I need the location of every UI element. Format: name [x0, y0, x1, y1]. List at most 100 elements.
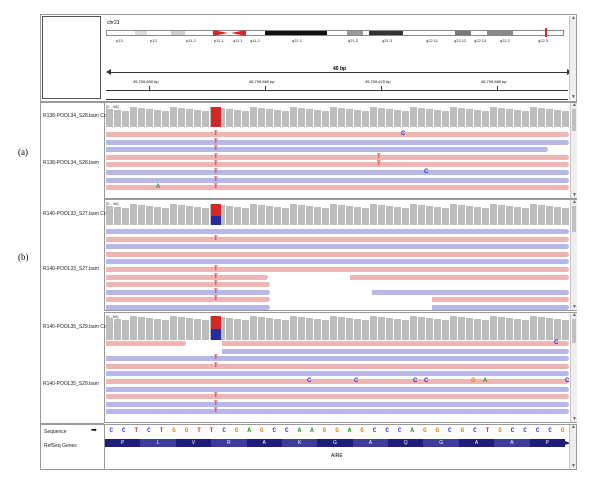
read	[222, 348, 569, 354]
coverage-bar	[546, 318, 553, 340]
scroll-thumb[interactable]	[572, 206, 576, 232]
sequence-base: C	[285, 427, 289, 434]
amino-acid-cell: A	[246, 439, 282, 447]
footer-scrollbar[interactable]: ▲ ▼	[569, 425, 576, 469]
amino-acid-cell: A	[352, 439, 389, 447]
sequence-base: C	[473, 427, 477, 434]
coverage-bar	[338, 317, 345, 340]
ruler-center-marker	[106, 99, 568, 100]
coverage-bar	[458, 205, 465, 225]
track-2-coverage-label[interactable]: R140-POOL33_S27.bam Coverag	[43, 211, 120, 217]
track-1-bam-label[interactable]: R138-POOL34_S28.bam	[43, 160, 99, 166]
sequence-base: C	[109, 427, 114, 434]
snv-coverage-alt	[211, 215, 221, 225]
coverage-bar	[442, 111, 449, 127]
strand-arrow-icon[interactable]: ➡	[91, 427, 97, 434]
mismatch-base: C	[554, 340, 559, 346]
coverage-bar	[274, 207, 281, 225]
scroll-down-icon[interactable]: ▼	[571, 463, 576, 469]
sequence-base: G	[335, 427, 339, 434]
header-scrollbar[interactable]: ▲ ▼	[569, 16, 576, 100]
track-2-scrollbar[interactable]: ▲ ▼	[570, 200, 577, 310]
coverage-bar	[506, 318, 513, 340]
track-1-coverage-label[interactable]: R138-POOL34_S28.bam Coverag	[43, 113, 120, 119]
coverage-bar	[314, 319, 321, 340]
sequence-track-label[interactable]: Sequence	[44, 429, 67, 435]
coverage-bar	[434, 110, 441, 127]
scroll-thumb[interactable]	[572, 109, 576, 131]
coverage-bar	[218, 108, 225, 127]
track-3-coverage-label[interactable]: R140-POOL35_S29.bam Coverag	[43, 324, 120, 330]
coverage-bar	[122, 320, 129, 340]
coverage-bar	[234, 319, 241, 340]
read	[106, 236, 569, 242]
sequence-base: A	[310, 427, 314, 434]
read	[432, 305, 569, 310]
chromosome-label[interactable]: chr21	[107, 20, 120, 26]
track-3-bam-label[interactable]: R140-POOL35_S29.bam	[43, 381, 99, 387]
read	[106, 177, 569, 183]
scroll-up-icon[interactable]: ▲	[572, 102, 577, 108]
scroll-down-icon[interactable]: ▼	[572, 192, 577, 198]
scroll-down-icon[interactable]: ▼	[572, 304, 577, 310]
coverage-bar	[154, 110, 161, 127]
coverage-bar	[538, 205, 545, 225]
sequence-base: C	[272, 427, 277, 434]
mismatch-base: T	[214, 408, 218, 415]
coverage-bar	[514, 207, 521, 225]
sequence-base: A	[297, 427, 302, 434]
coverage-bar	[282, 320, 289, 340]
coverage-bar	[394, 207, 401, 225]
amino-acid-cell: P	[529, 439, 565, 447]
scroll-up-icon[interactable]: ▲	[571, 424, 576, 430]
read	[106, 274, 268, 280]
chromosome-ideogram[interactable]	[106, 28, 564, 37]
read	[106, 409, 569, 415]
coverage-bar	[474, 110, 481, 127]
coverage-bar	[266, 318, 273, 340]
scroll-down-icon[interactable]: ▼	[572, 416, 577, 422]
mismatch-base: C	[354, 378, 359, 384]
track-1-scrollbar[interactable]: ▲ ▼	[570, 103, 577, 198]
coverage-bar	[202, 208, 209, 225]
coverage-bar	[194, 207, 201, 225]
sequence-base: G	[498, 427, 502, 434]
scroll-up-icon[interactable]: ▲	[572, 199, 577, 205]
coverage-bar	[322, 208, 329, 225]
amino-acid-cell: Q	[388, 439, 424, 447]
coverage-bar	[402, 208, 409, 225]
read	[106, 386, 569, 392]
mismatch-base: A	[156, 184, 161, 191]
track-3-scrollbar[interactable]: ▲ ▼	[570, 313, 577, 422]
coverage-bar	[498, 108, 505, 127]
mismatch-base: C	[565, 378, 570, 384]
coverage-bar	[418, 317, 425, 340]
coverage-bar	[394, 319, 401, 340]
snv-coverage-hom	[211, 107, 221, 127]
read	[106, 139, 569, 145]
mismatch-base: T	[214, 235, 218, 242]
mismatch-base: T	[214, 131, 218, 137]
read	[106, 185, 569, 191]
amino-acid-cell: G	[317, 439, 353, 447]
coverage-bar	[418, 108, 425, 127]
coverage-bar	[490, 316, 497, 340]
track-label-column	[40, 102, 104, 424]
scroll-thumb[interactable]	[572, 319, 576, 343]
scroll-up-icon[interactable]: ▲	[571, 15, 576, 21]
read	[106, 379, 569, 384]
gene-name[interactable]: AIRE	[331, 453, 343, 459]
refseq-track-label[interactable]: RefSeq Genes	[44, 443, 77, 449]
sequence-base: T	[209, 427, 214, 434]
sequence-base: T	[485, 427, 490, 434]
scroll-down-icon[interactable]: ▼	[571, 94, 576, 100]
sequence-base: C	[385, 427, 389, 434]
read	[106, 341, 186, 346]
scroll-up-icon[interactable]: ▲	[572, 312, 577, 318]
coverage-bar	[258, 205, 265, 225]
read	[106, 282, 270, 288]
track-2-bam-label[interactable]: R140-POOL33_S27.bam	[43, 266, 99, 272]
read	[106, 305, 270, 310]
read	[106, 363, 569, 369]
coverage-bar	[226, 318, 233, 340]
